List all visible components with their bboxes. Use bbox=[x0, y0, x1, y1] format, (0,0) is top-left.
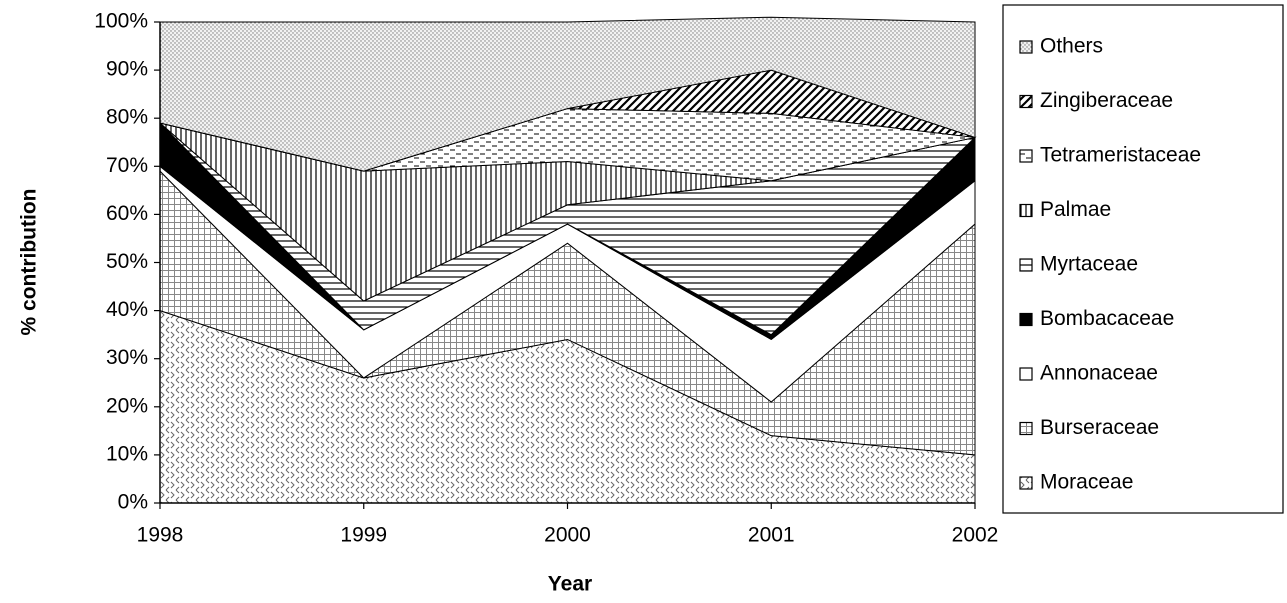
x-tick-label: 1998 bbox=[137, 524, 184, 547]
y-tick-label: 0% bbox=[118, 491, 148, 514]
y-tick-label: 40% bbox=[106, 298, 148, 321]
legend-label: Tetrameristaceae bbox=[1040, 144, 1201, 167]
legend-label: Annonaceae bbox=[1040, 362, 1158, 385]
x-tick-label: 2002 bbox=[952, 524, 999, 547]
legend-swatch bbox=[1019, 40, 1033, 54]
y-tick-label: 60% bbox=[106, 202, 148, 225]
y-tick-label: 100% bbox=[94, 10, 148, 33]
legend-label: Bombacaceae bbox=[1040, 307, 1174, 330]
legend-swatch bbox=[1019, 203, 1033, 218]
y-tick-label: 10% bbox=[106, 442, 148, 465]
legend-label: Myrtaceae bbox=[1040, 253, 1138, 276]
legend-label: Burseraceae bbox=[1040, 416, 1159, 439]
area bbox=[159, 16, 976, 172]
legend-label: Moraceae bbox=[1040, 471, 1133, 494]
legend-swatch bbox=[1019, 421, 1033, 436]
y-tick-label: 90% bbox=[106, 58, 148, 81]
legend-swatch bbox=[1019, 258, 1033, 272]
x-tick-label: 2000 bbox=[544, 524, 591, 547]
legend-box bbox=[1002, 4, 1284, 514]
y-tick-label: 70% bbox=[106, 154, 148, 177]
legend-label: Palmae bbox=[1040, 198, 1111, 221]
y-tick-label: 30% bbox=[106, 346, 148, 369]
x-tick-label: 2001 bbox=[748, 524, 795, 547]
y-tick-label: 80% bbox=[106, 106, 148, 129]
legend-swatch bbox=[1019, 367, 1033, 381]
x-tick-label: 1999 bbox=[340, 524, 387, 547]
legend-label: Zingiberaceae bbox=[1040, 89, 1173, 112]
x-axis-title: Year bbox=[548, 573, 592, 596]
legend-swatch bbox=[1019, 312, 1033, 327]
y-axis-title: % contribution bbox=[18, 189, 41, 336]
legend-swatch bbox=[1019, 476, 1033, 490]
legend-swatch bbox=[1019, 149, 1033, 163]
y-tick-label: 20% bbox=[106, 394, 148, 417]
legend-swatch bbox=[1019, 94, 1033, 109]
y-tick-label: 50% bbox=[106, 250, 148, 273]
legend-label: Others bbox=[1040, 35, 1103, 58]
